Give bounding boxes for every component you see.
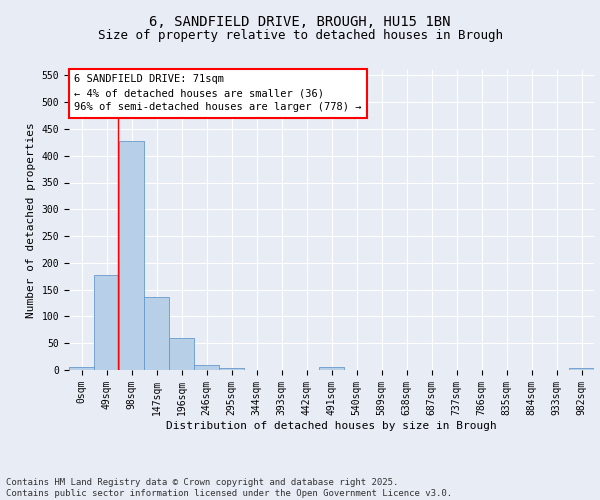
Bar xyxy=(144,297,169,370)
Y-axis label: Number of detached properties: Number of detached properties xyxy=(26,122,36,318)
Bar xyxy=(169,338,194,370)
Text: 6, SANDFIELD DRIVE, BROUGH, HU15 1BN: 6, SANDFIELD DRIVE, BROUGH, HU15 1BN xyxy=(149,16,451,30)
Bar xyxy=(69,368,94,370)
Bar xyxy=(119,140,144,370)
Bar xyxy=(319,368,344,370)
X-axis label: Distribution of detached houses by size in Brough: Distribution of detached houses by size … xyxy=(166,420,497,430)
Text: Size of property relative to detached houses in Brough: Size of property relative to detached ho… xyxy=(97,28,503,42)
Bar xyxy=(94,275,119,370)
Bar xyxy=(569,368,594,370)
Bar xyxy=(219,368,244,370)
Text: 6 SANDFIELD DRIVE: 71sqm
← 4% of detached houses are smaller (36)
96% of semi-de: 6 SANDFIELD DRIVE: 71sqm ← 4% of detache… xyxy=(74,74,362,112)
Bar xyxy=(194,365,219,370)
Text: Contains HM Land Registry data © Crown copyright and database right 2025.
Contai: Contains HM Land Registry data © Crown c… xyxy=(6,478,452,498)
